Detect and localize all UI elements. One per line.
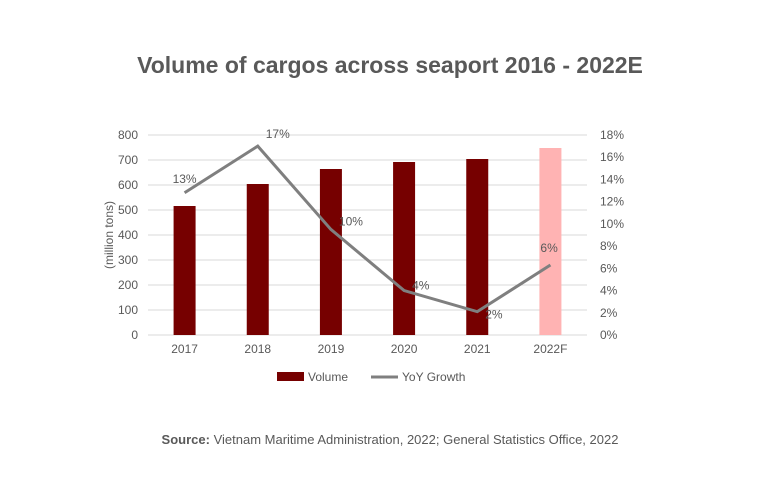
y2-tick-label: 18% bbox=[600, 128, 624, 142]
y-tick-label: 100 bbox=[118, 303, 138, 317]
y2-tick-label: 6% bbox=[600, 261, 618, 275]
y-tick-label: 500 bbox=[118, 203, 138, 217]
source-label: Source: bbox=[161, 432, 210, 447]
legend-volume-swatch bbox=[277, 372, 304, 381]
source-text: Vietnam Maritime Administration, 2022; G… bbox=[209, 432, 619, 447]
data-label: 6% bbox=[540, 241, 558, 255]
y2-tick-label: 14% bbox=[600, 172, 624, 186]
y-tick-label: 400 bbox=[118, 228, 138, 242]
bar-2021 bbox=[466, 159, 489, 335]
y-tick-label: 200 bbox=[118, 278, 138, 292]
y-tick-label: 600 bbox=[118, 178, 138, 192]
x-tick-label: 2017 bbox=[171, 342, 198, 356]
source-note: Source: Vietnam Maritime Administration,… bbox=[0, 432, 780, 447]
x-tick-label: 2020 bbox=[391, 342, 418, 356]
y-axis-label: (million tons) bbox=[102, 201, 116, 269]
y-tick-label: 700 bbox=[118, 153, 138, 167]
y2-tick-label: 0% bbox=[600, 328, 618, 342]
bar-2022F bbox=[539, 148, 562, 335]
bar-2020 bbox=[393, 162, 416, 335]
y-tick-label: 300 bbox=[118, 253, 138, 267]
data-label: 4% bbox=[412, 279, 430, 293]
y2-tick-label: 8% bbox=[600, 239, 618, 253]
y2-tick-label: 12% bbox=[600, 195, 624, 209]
y-tick-label: 800 bbox=[118, 128, 138, 142]
y2-tick-label: 4% bbox=[600, 284, 618, 298]
x-tick-label: 2022F bbox=[533, 342, 567, 356]
legend-volume-label: Volume bbox=[308, 370, 348, 384]
data-label: 17% bbox=[266, 127, 290, 141]
x-tick-label: 2019 bbox=[318, 342, 345, 356]
y2-tick-label: 16% bbox=[600, 150, 624, 164]
x-tick-label: 2018 bbox=[244, 342, 271, 356]
chart-title: Volume of cargos across seaport 2016 - 2… bbox=[137, 52, 643, 78]
bar-2018 bbox=[246, 184, 269, 335]
y2-tick-label: 10% bbox=[600, 217, 624, 231]
legend-yoy-label: YoY Growth bbox=[402, 370, 465, 384]
data-label: 13% bbox=[173, 172, 197, 186]
data-label: 2% bbox=[485, 308, 503, 322]
bar-2019 bbox=[319, 169, 342, 335]
data-label: 10% bbox=[339, 214, 363, 228]
bar-2017 bbox=[173, 206, 196, 335]
x-tick-label: 2021 bbox=[464, 342, 491, 356]
yoy-growth-line bbox=[183, 144, 552, 314]
y2-tick-label: 2% bbox=[600, 306, 618, 320]
y-tick-label: 0 bbox=[131, 328, 138, 342]
